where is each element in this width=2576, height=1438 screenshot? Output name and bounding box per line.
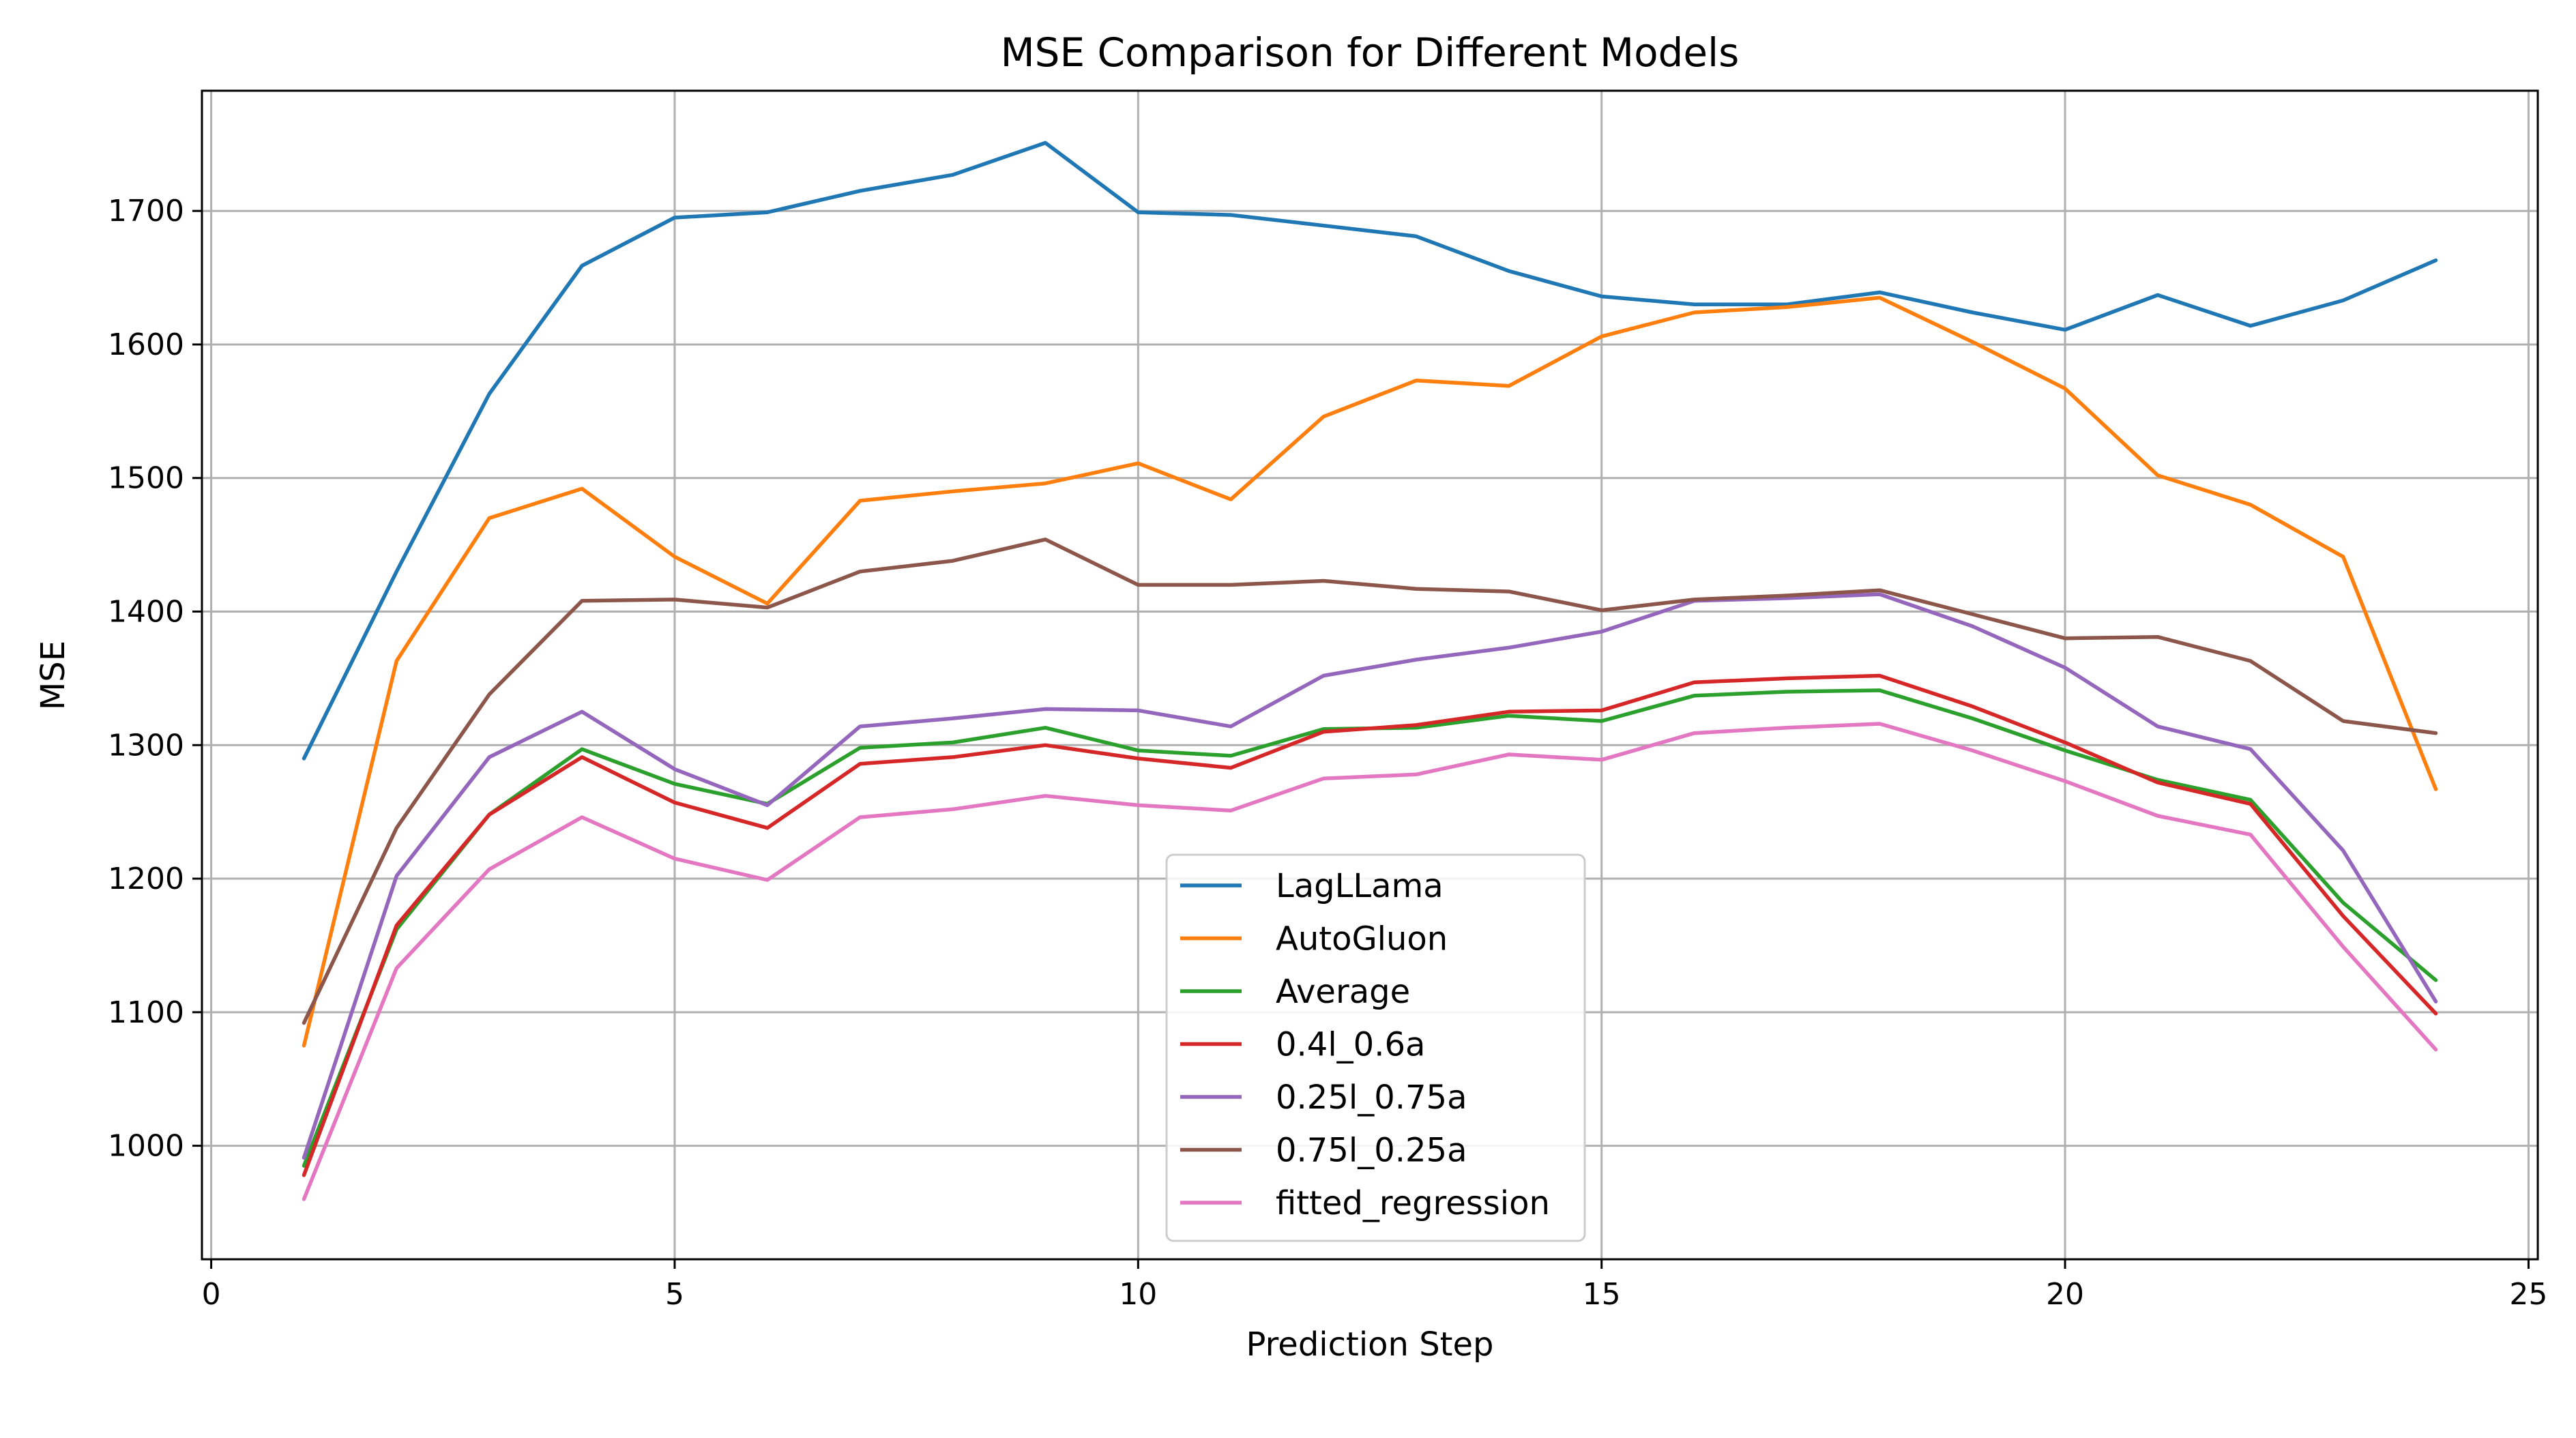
legend-label: Average [1276,973,1410,1011]
legend-box [1165,853,1586,1242]
x-tick-label: 5 [665,1277,684,1312]
series-line-0-75l-0-25a [302,538,2438,1025]
x-tick-label: 15 [1583,1277,1621,1312]
legend-label: 0.25l_0.75a [1276,1078,1467,1117]
series-line-autogluon [302,295,2438,1048]
legend-label: 0.4l_0.6a [1276,1026,1425,1064]
x-axis-label: Prediction Step [1246,1325,1494,1364]
series-line-0-25l-0-75a [302,592,2438,1160]
series-line-0-4l-0-6a [302,673,2438,1177]
x-tick-label: 10 [1119,1277,1157,1312]
series-line-fitted-regression [302,722,2438,1201]
y-tick-label: 1600 [108,327,184,362]
chart-title: MSE Comparison for Different Models [1001,29,1740,76]
y-tick-label: 1500 [108,461,184,496]
grid [202,91,2538,1259]
series-lines [302,141,2438,1201]
x-tick-label: 20 [2046,1277,2084,1312]
y-tick-label: 1000 [108,1129,184,1164]
legend-label: 0.75l_0.25a [1276,1132,1467,1170]
x-tick-label: 25 [2509,1277,2547,1312]
plot-frame [201,89,2539,1261]
legend-label: AutoGluon [1276,920,1448,958]
y-tick-label: 1400 [108,595,184,630]
y-tick-label: 1300 [108,728,184,763]
y-axis-label: MSE [34,641,72,710]
axis-ticks: 0 5 10 15 20 25 1000 1100 1200 1300 1400 1500 1600 17… [108,194,2547,1312]
y-tick-label: 1200 [108,862,184,896]
y-tick-label: 1700 [108,194,184,229]
y-tick-label: 1100 [108,995,184,1030]
x-tick-label: 0 [202,1277,221,1312]
legend: LagLLama AutoGluon Average 0.4l_0.6a 0.25l_0… [1165,853,1586,1242]
series-line-lagllama [302,141,2438,761]
legend-label: fitted_regression [1276,1184,1550,1222]
legend-label: LagLLama [1276,867,1444,905]
